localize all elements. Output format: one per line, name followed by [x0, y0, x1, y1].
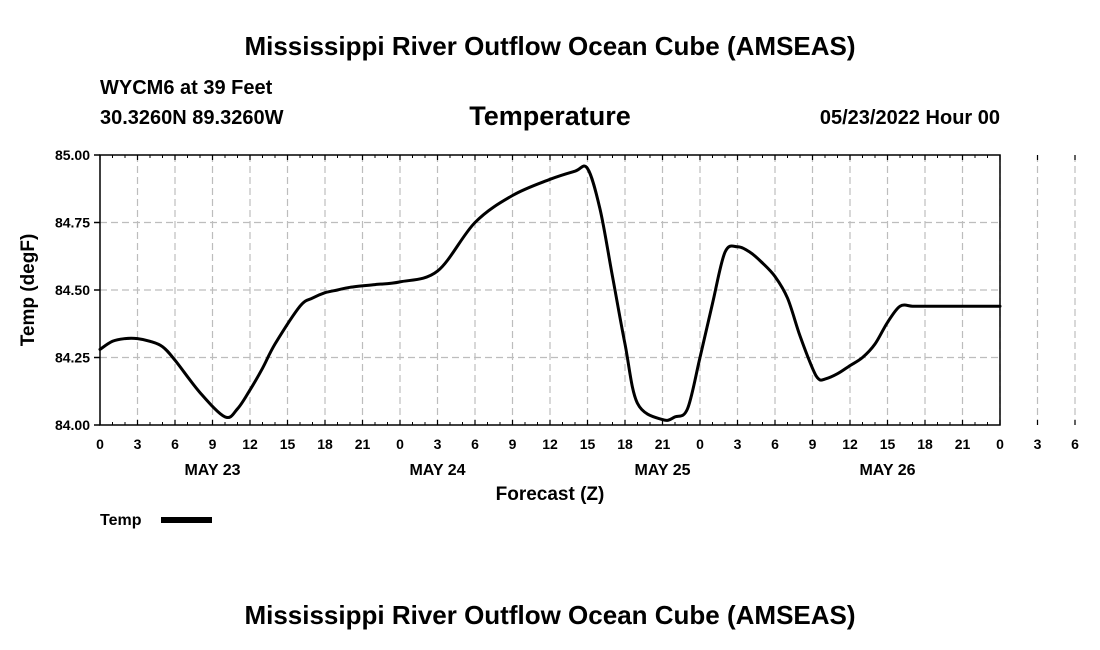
x-tick-label: 3 — [1034, 436, 1042, 452]
forecast-datetime: 05/23/2022 Hour 00 — [820, 107, 1000, 129]
x-tick-label: 3 — [134, 436, 142, 452]
x-tick-label: 6 — [471, 436, 479, 452]
y-tick-label: 85.00 — [55, 147, 90, 163]
coordinates-label: 30.3260N 89.3260W — [100, 107, 284, 129]
x-tick-label: 6 — [771, 436, 779, 452]
x-tick-label: 12 — [542, 436, 558, 452]
grid-lines — [100, 155, 1076, 425]
x-tick-label: 0 — [996, 436, 1004, 452]
y-tick-label: 84.00 — [55, 417, 90, 433]
day-label: MAY 26 — [859, 462, 915, 479]
x-tick-label: 18 — [917, 436, 933, 452]
legend-label-temp: Temp — [100, 512, 142, 529]
x-tick-label: 0 — [96, 436, 104, 452]
x-tick-label: 12 — [242, 436, 258, 452]
x-tick-label: 9 — [209, 436, 217, 452]
station-label: WYCM6 at 39 Feet — [100, 77, 273, 99]
day-label: MAY 23 — [184, 462, 240, 479]
y-tick-label: 84.75 — [55, 215, 90, 231]
temp-series-line — [98, 164, 1002, 422]
x-tick-label: 9 — [509, 436, 517, 452]
x-tick-label: 21 — [655, 436, 671, 452]
x-tick-label: 9 — [809, 436, 817, 452]
x-tick-label: 0 — [396, 436, 404, 452]
x-tick-label: 18 — [317, 436, 333, 452]
x-axis-label: Forecast (Z) — [496, 484, 605, 505]
day-label: MAY 25 — [634, 462, 690, 479]
x-tick-label: 15 — [280, 436, 296, 452]
legend-swatch-temp — [161, 517, 212, 523]
x-tick-label: 0 — [696, 436, 704, 452]
x-tick-label: 3 — [434, 436, 442, 452]
y-axis-label: Temp (degF) — [18, 234, 39, 347]
x-tick-label: 15 — [880, 436, 896, 452]
footer-title: Mississippi River Outflow Ocean Cube (AM… — [244, 600, 855, 630]
day-labels: MAY 23 MAY 24 MAY 25 MAY 26 — [184, 462, 915, 479]
chart-main-title: Mississippi River Outflow Ocean Cube (AM… — [244, 31, 855, 61]
y-axis-ticks: 84.00 84.25 84.50 84.75 85.00 — [55, 147, 100, 433]
legend: Temp — [100, 512, 212, 529]
x-tick-label: 3 — [734, 436, 742, 452]
panel-title: Temperature — [469, 101, 631, 131]
day-label: MAY 24 — [409, 462, 465, 479]
x-tick-label: 15 — [580, 436, 596, 452]
y-tick-label: 84.25 — [55, 350, 90, 366]
x-tick-label: 21 — [355, 436, 371, 452]
x-tick-label: 21 — [955, 436, 971, 452]
x-tick-label: 12 — [842, 436, 858, 452]
y-tick-label: 84.50 — [55, 282, 90, 298]
x-axis-ticks: 0369121518210369121518210369121518210369… — [96, 155, 1079, 452]
x-tick-label: 18 — [617, 436, 633, 452]
x-tick-label: 6 — [1071, 436, 1079, 452]
x-tick-label: 6 — [171, 436, 179, 452]
